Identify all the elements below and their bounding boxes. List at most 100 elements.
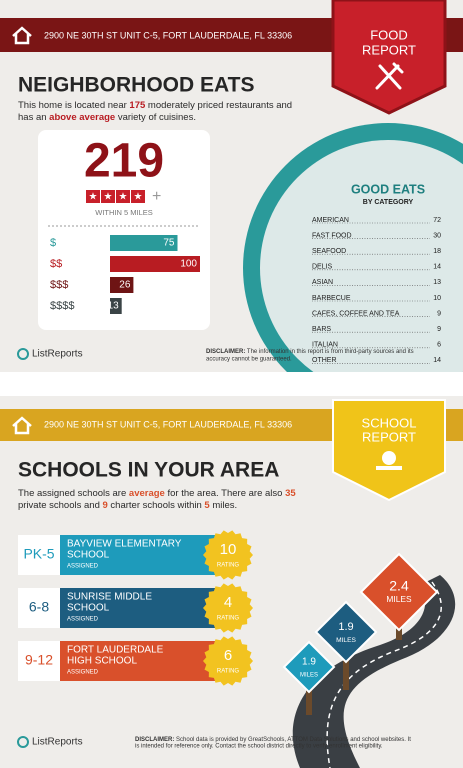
school-title: SCHOOLS IN YOUR AREA	[18, 459, 279, 482]
school-intro-line1: The assigned schools are average for the…	[18, 488, 296, 499]
school-bar	[60, 641, 218, 681]
food-badge	[331, 0, 447, 115]
school-level: 6-8	[29, 599, 49, 615]
disclaimer-label: DISCLAIMER:	[206, 349, 245, 355]
level-box	[18, 641, 60, 681]
price-value: 75	[163, 238, 175, 249]
sign-distance: 2.4	[389, 578, 409, 594]
category-count: 9	[437, 326, 441, 333]
intro-text: variety of cuisines.	[115, 112, 196, 123]
sign-distance: 1.9	[302, 657, 316, 668]
school-address: 2900 NE 30TH ST UNIT C-5, FORT LAUDERDAL…	[44, 419, 292, 429]
category-count: 13	[433, 279, 441, 286]
category-count: 18	[433, 248, 441, 255]
good-eats-subtitle: BY CATEGORY	[363, 199, 414, 206]
category-name: DELIS	[312, 264, 333, 271]
school-name: SCHOOL	[67, 550, 110, 561]
price-bar	[110, 298, 122, 314]
school-level: PK-5	[23, 546, 54, 562]
school-status: ASSIGNED	[67, 670, 99, 676]
sign-unit: MILES	[300, 673, 318, 679]
level-box	[18, 588, 60, 628]
category-count: 14	[433, 264, 441, 271]
school-level: 9-12	[25, 652, 53, 668]
school-disclaimer-line2: is intended for reference only. Contact …	[135, 744, 383, 750]
restaurant-count: 219	[84, 135, 164, 188]
price-label: $	[50, 237, 56, 249]
school-name: SCHOOL	[67, 603, 110, 614]
intro-text: charter schools within	[108, 500, 205, 511]
food-disclaimer-line1: DISCLAIMER: The information in this repo…	[206, 349, 414, 355]
level-box	[18, 535, 60, 575]
food-badge-bottom: REPORT	[362, 42, 416, 57]
rating-label: RATING	[217, 616, 240, 622]
price-bar	[110, 256, 200, 272]
food-intro-line2: has an above average variety of cuisines…	[18, 112, 196, 123]
category-name: OTHER	[312, 357, 337, 364]
sign-board	[282, 640, 336, 694]
category-count: 10	[433, 295, 441, 302]
food-badge-top: FOOD	[370, 27, 408, 42]
school-bar	[60, 535, 218, 575]
price-bar	[110, 277, 134, 293]
category-count: 14	[433, 357, 441, 364]
rating-seal	[203, 530, 253, 580]
disclaimer-text: The information in this report is from t…	[247, 349, 414, 355]
intro-text: The assigned schools are	[18, 488, 129, 499]
rating-seal	[203, 636, 253, 686]
price-value: 26	[119, 280, 131, 291]
intro-text: This home is located near	[18, 100, 129, 111]
svg-text:★: ★	[104, 192, 113, 203]
category-name: ASIAN	[312, 279, 333, 286]
category-count: 72	[433, 217, 441, 224]
intro-text: moderately priced restaurants and	[145, 100, 292, 111]
intro-count: 175	[129, 100, 146, 111]
road-line	[326, 581, 442, 768]
school-name: SUNRISE MIDDLE	[67, 592, 152, 603]
intro-text: for the area. There are also	[165, 488, 285, 499]
sign-distance: 1.9	[338, 621, 353, 633]
brand-name: ListReports	[32, 737, 83, 748]
category-count: 30	[433, 232, 441, 239]
intro-text: private schools and	[18, 500, 103, 511]
school-name: BAYVIEW ELEMENTARY	[67, 539, 182, 550]
price-value: 100	[180, 259, 197, 270]
good-eats-title: GOOD EATS	[351, 182, 425, 196]
intro-text: has an	[18, 112, 49, 123]
category-name: AMERICAN	[312, 217, 349, 224]
intro-highlight: above average	[49, 112, 115, 123]
school-badge-top: SCHOOL	[362, 415, 417, 430]
within-label: WITHIN 5 MILES	[95, 208, 153, 217]
intro-text: miles.	[210, 500, 237, 511]
star-rating: ★ ★ ★ ★	[86, 190, 145, 203]
road	[292, 575, 456, 768]
category-name: CAFES, COFFEE AND TEA	[312, 310, 400, 317]
school-name: FORT LAUDERDALE	[67, 645, 164, 656]
apple-icon	[376, 451, 402, 470]
sign-board	[359, 552, 439, 632]
school-status: ASSIGNED	[67, 617, 99, 623]
disclaimer-text: School data is provided by GreatSchools,…	[176, 737, 411, 743]
svg-text:★: ★	[89, 192, 98, 203]
rating-plus: +	[152, 188, 161, 205]
rating-label: RATING	[217, 669, 240, 675]
school-badge-bottom: REPORT	[362, 429, 416, 444]
price-value: 13	[108, 301, 120, 312]
school-status: ASSIGNED	[67, 564, 99, 570]
home-icon	[12, 26, 32, 45]
category-name: SEAFOOD	[312, 248, 346, 255]
count-card	[38, 130, 210, 330]
school-disclaimer-line1: DISCLAIMER: School data is provided by G…	[135, 737, 411, 743]
category-name: ITALIAN	[312, 342, 338, 349]
rating-label: RATING	[217, 563, 240, 569]
school-name: HIGH SCHOOL	[67, 656, 137, 667]
food-disclaimer-line2: accuracy cannot be guaranteed.	[206, 357, 292, 363]
disclaimer-label: DISCLAIMER:	[135, 737, 174, 743]
food-address: 2900 NE 30TH ST UNIT C-5, FORT LAUDERDAL…	[44, 30, 292, 40]
school-brand: ListReports	[17, 736, 83, 748]
school-bar	[60, 588, 218, 628]
price-label: $$$	[50, 279, 68, 291]
home-icon	[12, 416, 32, 435]
